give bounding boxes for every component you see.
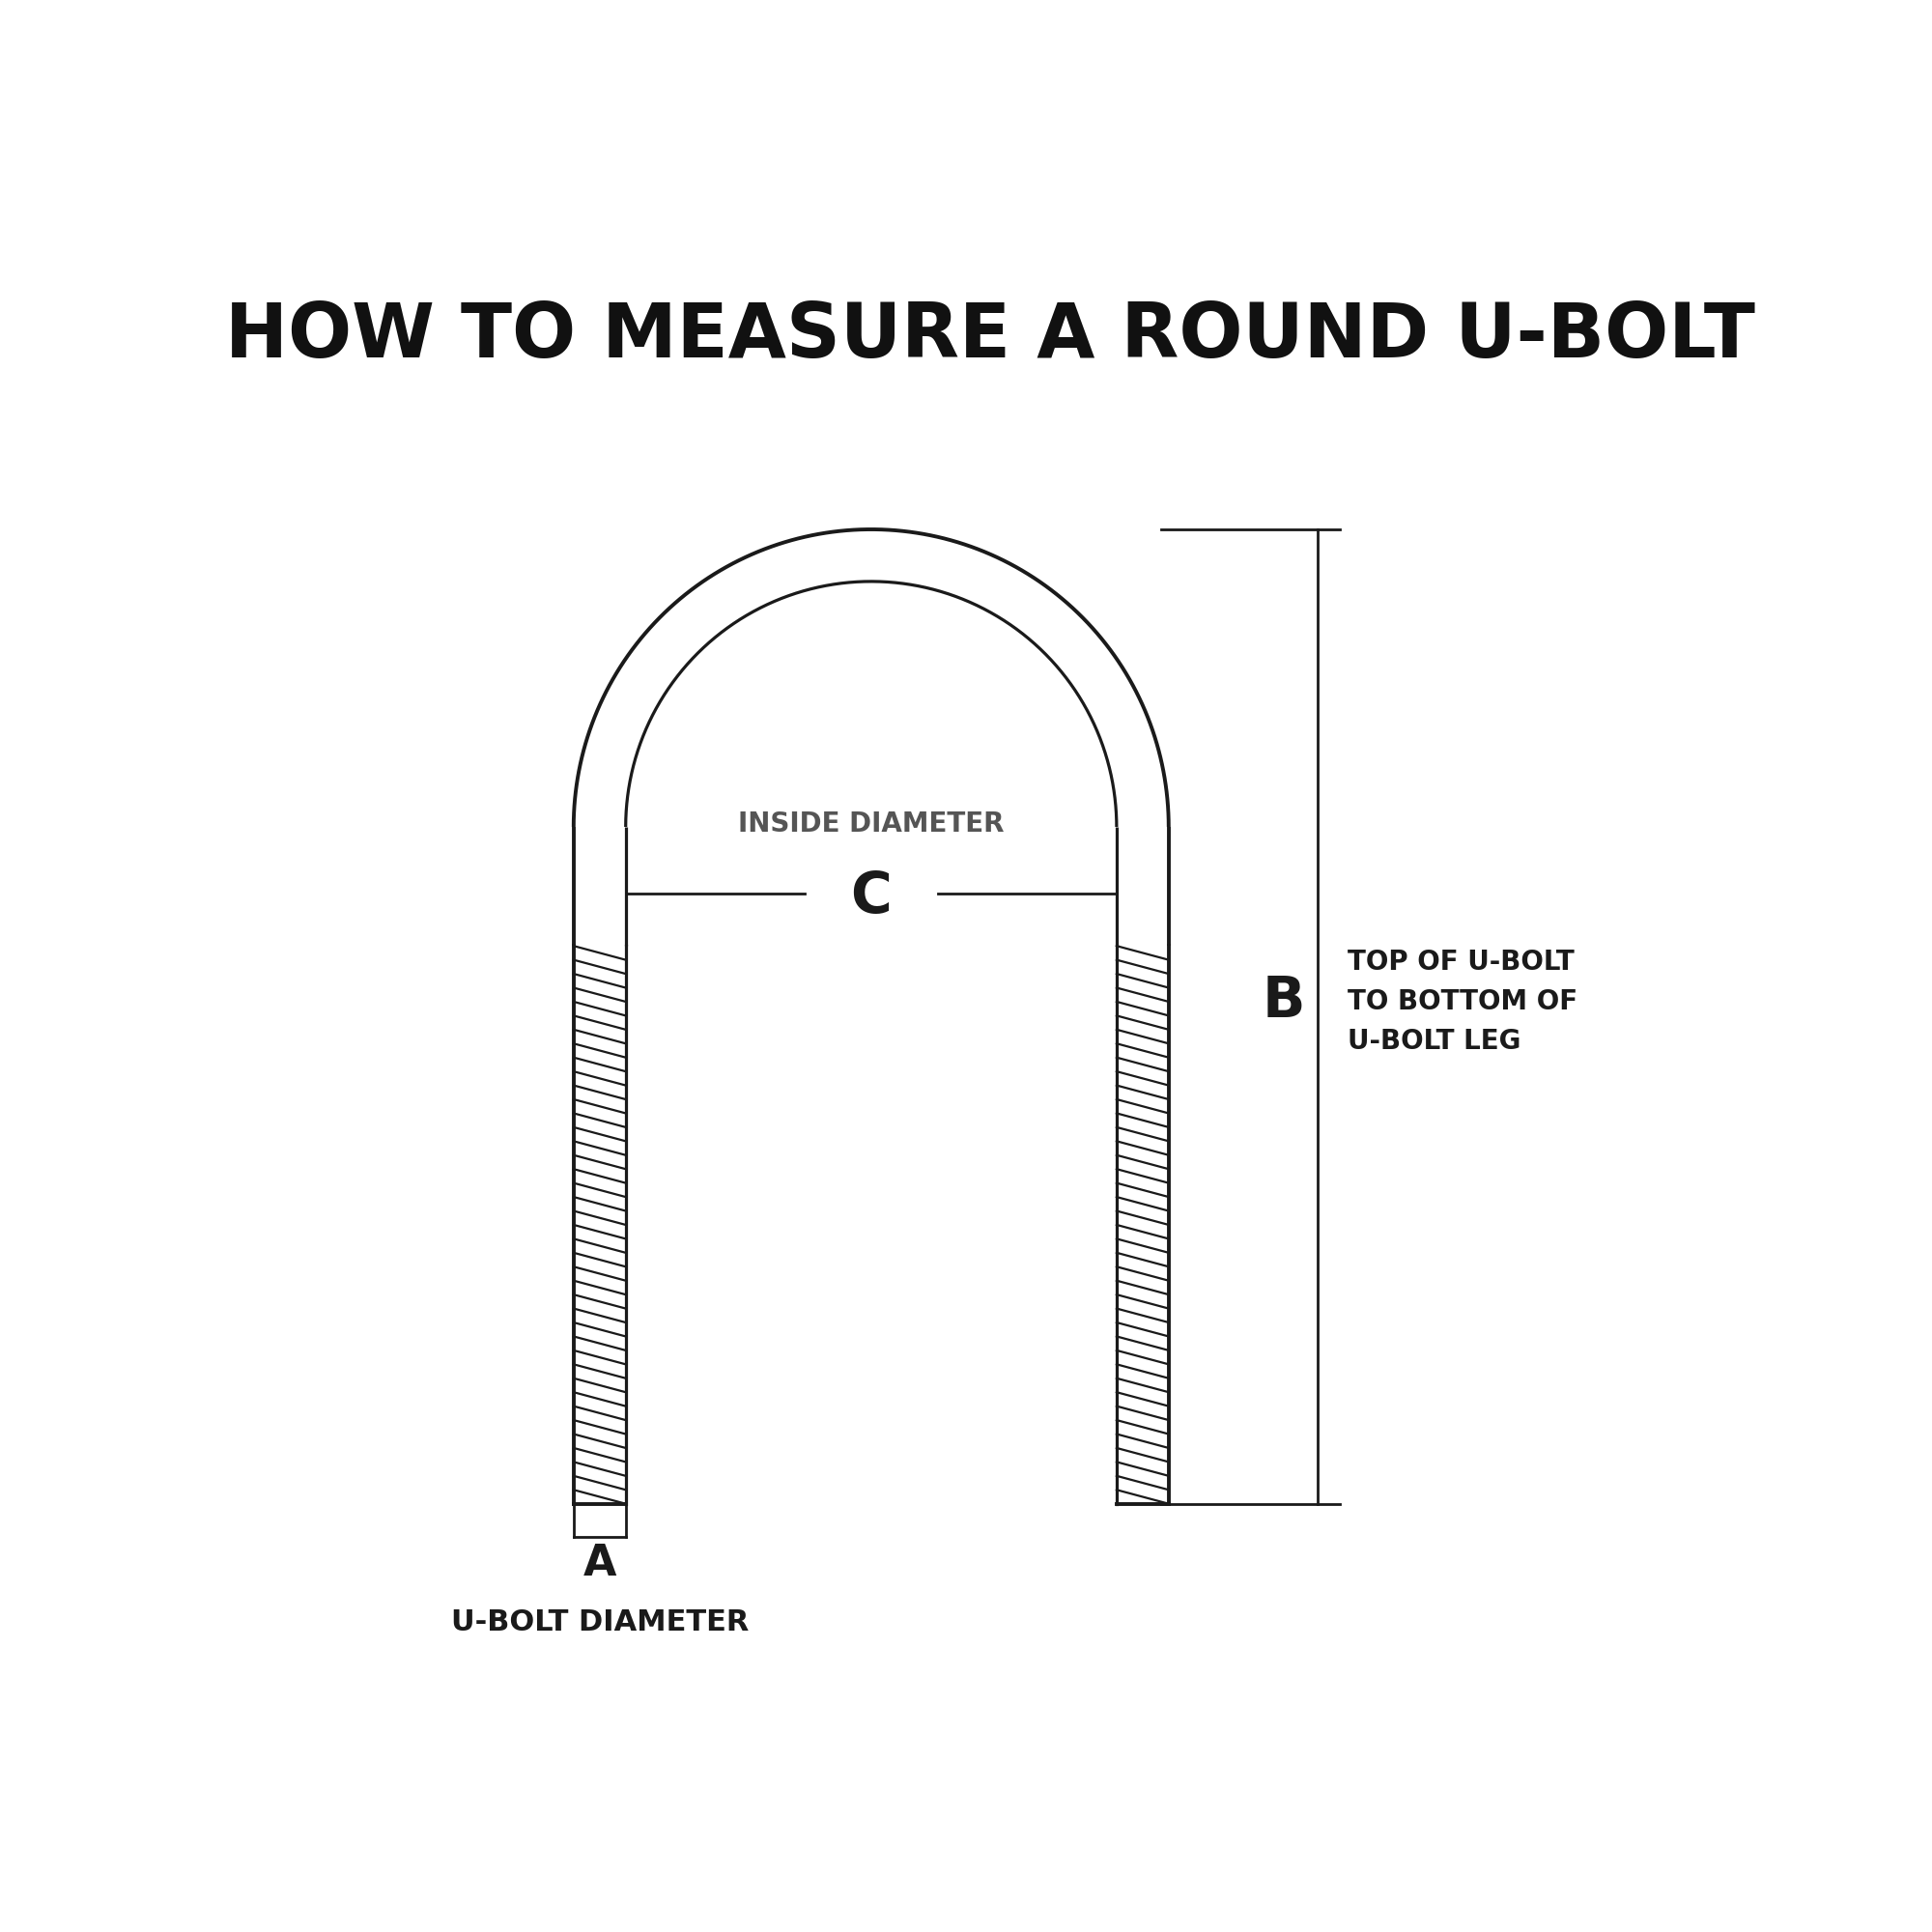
- Text: C: C: [850, 869, 893, 923]
- Text: HOW TO MEASURE A ROUND U-BOLT: HOW TO MEASURE A ROUND U-BOLT: [226, 299, 1754, 373]
- Text: TOP OF U-BOLT
TO BOTTOM OF
U-BOLT LEG: TOP OF U-BOLT TO BOTTOM OF U-BOLT LEG: [1347, 949, 1577, 1055]
- Text: B: B: [1262, 974, 1306, 1030]
- Text: INSIDE DIAMETER: INSIDE DIAMETER: [738, 810, 1005, 837]
- Text: A: A: [583, 1542, 616, 1584]
- Text: U-BOLT DIAMETER: U-BOLT DIAMETER: [450, 1607, 748, 1636]
